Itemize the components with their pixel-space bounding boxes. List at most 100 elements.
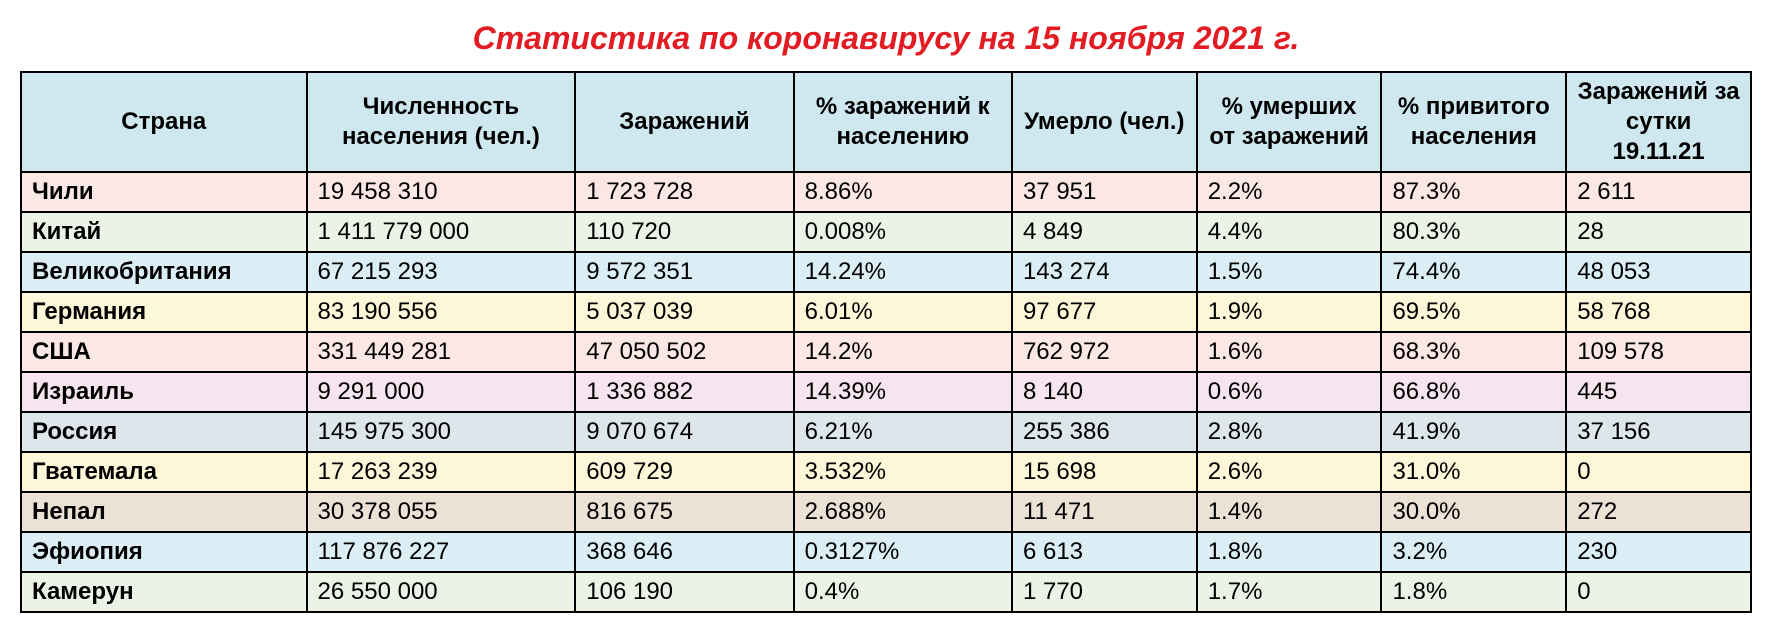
cell-value: 14.39% (794, 372, 1012, 412)
cell-value: 37 951 (1012, 172, 1197, 212)
cell-value: 28 (1566, 212, 1751, 252)
cell-value: 69.5% (1381, 292, 1566, 332)
cell-value: 0.008% (794, 212, 1012, 252)
cell-value: 1 336 882 (575, 372, 793, 412)
cell-value: 9 572 351 (575, 252, 793, 292)
cell-country: Германия (21, 292, 307, 332)
cell-value: 9 291 000 (307, 372, 576, 412)
cell-value: 0 (1566, 572, 1751, 612)
col-header-1: Численность населения (чел.) (307, 72, 576, 172)
cell-value: 14.2% (794, 332, 1012, 372)
cell-country: Эфиопия (21, 532, 307, 572)
cell-value: 37 156 (1566, 412, 1751, 452)
cell-value: 19 458 310 (307, 172, 576, 212)
table-row: Израиль9 291 0001 336 88214.39%8 1400.6%… (21, 372, 1751, 412)
cell-country: Китай (21, 212, 307, 252)
cell-value: 2.688% (794, 492, 1012, 532)
col-header-6: % привитого населения (1381, 72, 1566, 172)
cell-value: 87.3% (1381, 172, 1566, 212)
cell-value: 1.4% (1197, 492, 1382, 532)
cell-value: 83 190 556 (307, 292, 576, 332)
cell-country: Чили (21, 172, 307, 212)
cell-value: 1.7% (1197, 572, 1382, 612)
cell-value: 0.3127% (794, 532, 1012, 572)
col-header-0: Страна (21, 72, 307, 172)
table-header-row: СтранаЧисленность населения (чел.)Зараже… (21, 72, 1751, 172)
cell-country: Великобритания (21, 252, 307, 292)
cell-value: 14.24% (794, 252, 1012, 292)
cell-value: 41.9% (1381, 412, 1566, 452)
table-row: Великобритания67 215 2939 572 35114.24%1… (21, 252, 1751, 292)
cell-value: 15 698 (1012, 452, 1197, 492)
cell-value: 106 190 (575, 572, 793, 612)
cell-value: 9 070 674 (575, 412, 793, 452)
col-header-3: % заражений к населению (794, 72, 1012, 172)
table-row: Гватемала17 263 239609 7293.532%15 6982.… (21, 452, 1751, 492)
cell-value: 143 274 (1012, 252, 1197, 292)
cell-value: 255 386 (1012, 412, 1197, 452)
cell-value: 762 972 (1012, 332, 1197, 372)
cell-value: 2.6% (1197, 452, 1382, 492)
cell-value: 445 (1566, 372, 1751, 412)
col-header-7: Заражений за сутки 19.11.21 (1566, 72, 1751, 172)
cell-value: 6.01% (794, 292, 1012, 332)
cell-value: 58 768 (1566, 292, 1751, 332)
cell-value: 3.532% (794, 452, 1012, 492)
cell-value: 47 050 502 (575, 332, 793, 372)
cell-value: 31.0% (1381, 452, 1566, 492)
table-row: Китай1 411 779 000110 7200.008%4 8494.4%… (21, 212, 1751, 252)
cell-value: 6.21% (794, 412, 1012, 452)
col-header-4: Умерло (чел.) (1012, 72, 1197, 172)
cell-value: 1 723 728 (575, 172, 793, 212)
cell-value: 331 449 281 (307, 332, 576, 372)
cell-value: 11 471 (1012, 492, 1197, 532)
cell-value: 3.2% (1381, 532, 1566, 572)
cell-value: 1.8% (1381, 572, 1566, 612)
col-header-2: Заражений (575, 72, 793, 172)
cell-value: 66.8% (1381, 372, 1566, 412)
cell-value: 5 037 039 (575, 292, 793, 332)
cell-value: 30 378 055 (307, 492, 576, 532)
cell-value: 145 975 300 (307, 412, 576, 452)
cell-value: 0.6% (1197, 372, 1382, 412)
cell-value: 67 215 293 (307, 252, 576, 292)
cell-value: 1.9% (1197, 292, 1382, 332)
cell-country: Израиль (21, 372, 307, 412)
cell-value: 26 550 000 (307, 572, 576, 612)
col-header-5: % умерших от заражений (1197, 72, 1382, 172)
cell-country: Непал (21, 492, 307, 532)
cell-value: 1 770 (1012, 572, 1197, 612)
table-row: США331 449 28147 050 50214.2%762 9721.6%… (21, 332, 1751, 372)
cell-country: Камерун (21, 572, 307, 612)
cell-value: 110 720 (575, 212, 793, 252)
cell-value: 74.4% (1381, 252, 1566, 292)
page-title: Статистика по коронавирусу на 15 ноября … (20, 20, 1752, 57)
cell-value: 30.0% (1381, 492, 1566, 532)
cell-country: Гватемала (21, 452, 307, 492)
cell-value: 2.8% (1197, 412, 1382, 452)
cell-value: 48 053 (1566, 252, 1751, 292)
table-row: Камерун26 550 000106 1900.4%1 7701.7%1.8… (21, 572, 1751, 612)
table-row: Германия83 190 5565 037 0396.01%97 6771.… (21, 292, 1751, 332)
cell-value: 109 578 (1566, 332, 1751, 372)
cell-value: 2.2% (1197, 172, 1382, 212)
cell-value: 17 263 239 (307, 452, 576, 492)
cell-value: 368 646 (575, 532, 793, 572)
cell-value: 816 675 (575, 492, 793, 532)
cell-value: 8.86% (794, 172, 1012, 212)
cell-value: 80.3% (1381, 212, 1566, 252)
cell-value: 0.4% (794, 572, 1012, 612)
cell-value: 1.6% (1197, 332, 1382, 372)
table-row: Чили19 458 3101 723 7288.86%37 9512.2%87… (21, 172, 1751, 212)
cell-value: 4 849 (1012, 212, 1197, 252)
cell-country: Россия (21, 412, 307, 452)
cell-value: 1 411 779 000 (307, 212, 576, 252)
stats-table: СтранаЧисленность населения (чел.)Зараже… (20, 71, 1752, 613)
cell-value: 117 876 227 (307, 532, 576, 572)
cell-value: 6 613 (1012, 532, 1197, 572)
cell-value: 1.8% (1197, 532, 1382, 572)
cell-value: 97 677 (1012, 292, 1197, 332)
cell-value: 1.5% (1197, 252, 1382, 292)
cell-value: 68.3% (1381, 332, 1566, 372)
table-row: Непал30 378 055816 6752.688%11 4711.4%30… (21, 492, 1751, 532)
